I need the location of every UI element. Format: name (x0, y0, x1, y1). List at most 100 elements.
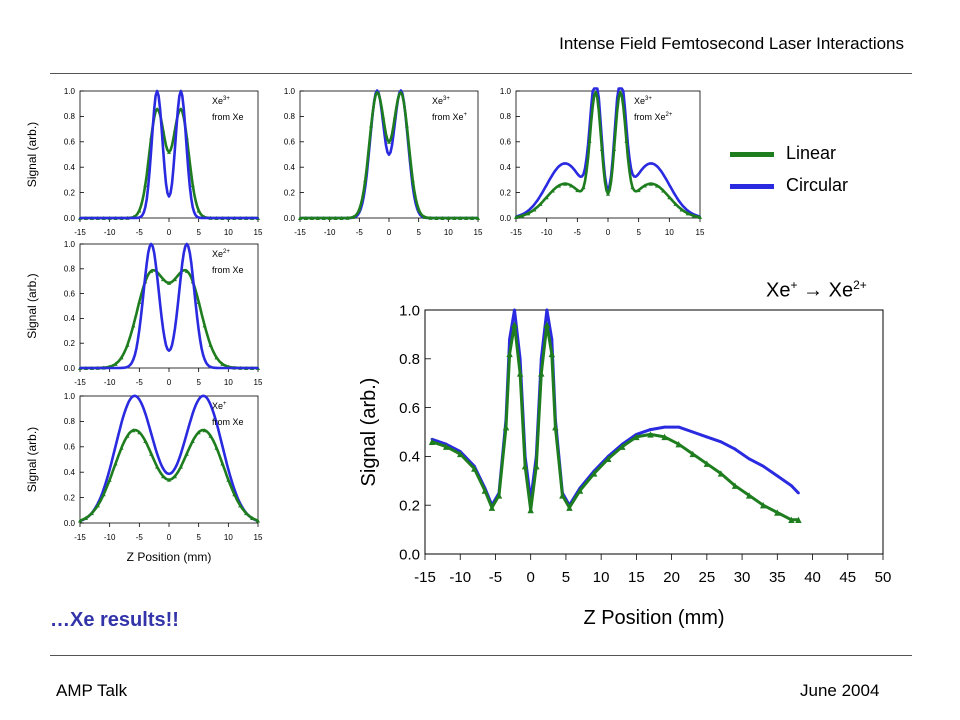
data-point (661, 188, 666, 193)
data-point (251, 217, 254, 219)
data-point (416, 207, 421, 212)
data-point (120, 366, 123, 369)
inset-label-top: Xe3+ (212, 96, 230, 106)
x-tick-label: -5 (136, 228, 144, 237)
data-point (120, 217, 123, 219)
chart-xe3-from-xe2: 0.0 0.2 0.4 0.6 0.8 1.0 -15 -10 -5 0 5 10 15 Xe3+ from… (500, 87, 705, 237)
data-point (642, 183, 647, 188)
x-tick-label: 0 (527, 569, 535, 586)
y-tick-label: 0.8 (284, 112, 296, 121)
y-tick-label: 0.8 (500, 112, 512, 121)
x-tick-label: 35 (769, 569, 786, 586)
x-tick-label: 15 (628, 569, 645, 586)
x-tick-label: 45 (839, 569, 856, 586)
x-axis-label: Z Position (mm) (127, 550, 212, 564)
data-point (167, 477, 171, 482)
y-tick-label: 0.4 (284, 163, 296, 172)
x-tick-label: -5 (136, 533, 144, 542)
x-tick-label: 20 (663, 569, 680, 586)
data-point (132, 395, 135, 398)
y-tick-label: 0.0 (64, 519, 76, 528)
data-point (775, 474, 779, 478)
data-point (375, 90, 380, 95)
data-point (689, 450, 696, 458)
data-point (760, 502, 767, 509)
y-tick-label: 0.2 (64, 188, 76, 197)
data-point (661, 433, 668, 441)
data-point (108, 217, 111, 219)
y-tick-label: 0.0 (64, 214, 76, 223)
data-point (120, 421, 123, 424)
data-point (208, 433, 213, 438)
data-point (357, 207, 362, 212)
data-point (446, 216, 451, 220)
data-point (168, 195, 170, 198)
data-point (526, 211, 531, 216)
data-point (137, 208, 142, 213)
data-point (514, 215, 518, 220)
data-point (196, 208, 201, 213)
data-point (668, 183, 671, 186)
data-point (630, 185, 635, 190)
x-tick-label: 15 (254, 228, 263, 237)
y-tick-label: 0.0 (500, 214, 512, 223)
data-point (102, 488, 105, 491)
chart-xe3-from-xe1: 0.0 0.2 0.4 0.6 0.8 1.0 -15 -10 -5 0 5 10 15 Xe3+ from… (284, 87, 483, 237)
data-point (733, 447, 737, 451)
y-tick-label: 1.0 (64, 87, 76, 96)
y-tick-label: 1.0 (64, 392, 76, 401)
y-axis-label: Signal (arb.) (25, 273, 39, 338)
data-point (698, 215, 702, 220)
data-point (327, 216, 332, 220)
data-point (691, 430, 695, 434)
data-point (203, 358, 206, 361)
data-point (173, 148, 176, 151)
data-point (203, 395, 206, 398)
data-point (570, 165, 573, 168)
inset-label-bottom: from Xe2+ (634, 112, 673, 122)
data-point (674, 194, 677, 197)
data-point (618, 90, 623, 95)
data-point (381, 114, 386, 119)
y-tick-label: 0.8 (64, 265, 76, 274)
data-point (538, 201, 543, 206)
data-point (685, 211, 690, 216)
data-point (303, 216, 308, 220)
data-point (167, 280, 171, 285)
data-point (705, 435, 709, 439)
x-tick-label: 25 (699, 569, 716, 586)
x-tick-label: -15 (294, 228, 306, 237)
data-point (101, 492, 106, 497)
x-tick-label: 10 (665, 228, 674, 237)
data-point (440, 215, 445, 220)
x-tick-label: 10 (224, 378, 233, 387)
inset-label-bottom: from Xe (212, 265, 244, 275)
data-point (663, 425, 666, 429)
x-tick-label: 10 (444, 228, 453, 237)
data-point (533, 203, 536, 206)
data-point (795, 516, 802, 524)
data-point (79, 217, 81, 219)
data-point (428, 438, 436, 445)
data-point (797, 491, 800, 495)
data-point (703, 460, 711, 467)
data-point (215, 217, 218, 219)
y-tick-label: 0.2 (399, 497, 420, 514)
chart-xe1-from-xe: 0.0 0.2 0.4 0.6 0.8 1.0 -15 -10 -5 0 5 10 15 Signal (… (25, 392, 263, 564)
inset-label-bottom-sup: 2+ (666, 112, 673, 118)
series-line (80, 89, 258, 220)
inset-label-top-sup: 3+ (645, 96, 652, 102)
data-point (239, 217, 242, 219)
x-tick-label: -5 (489, 569, 502, 586)
x-tick-label: 0 (167, 378, 172, 387)
data-point (548, 350, 556, 358)
data-point (569, 183, 574, 188)
data-point (233, 367, 236, 369)
data-point (132, 216, 135, 219)
inset-label-bottom: from Xe (212, 417, 244, 427)
data-point (126, 365, 129, 368)
chart-xe3-from-xe: 0.0 0.2 0.4 0.6 0.8 1.0 -15 -10 -5 0 5 10 15 Signal (… (25, 87, 263, 237)
data-point (506, 350, 513, 358)
data-point (257, 367, 259, 369)
x-tick-label: 10 (593, 569, 610, 586)
